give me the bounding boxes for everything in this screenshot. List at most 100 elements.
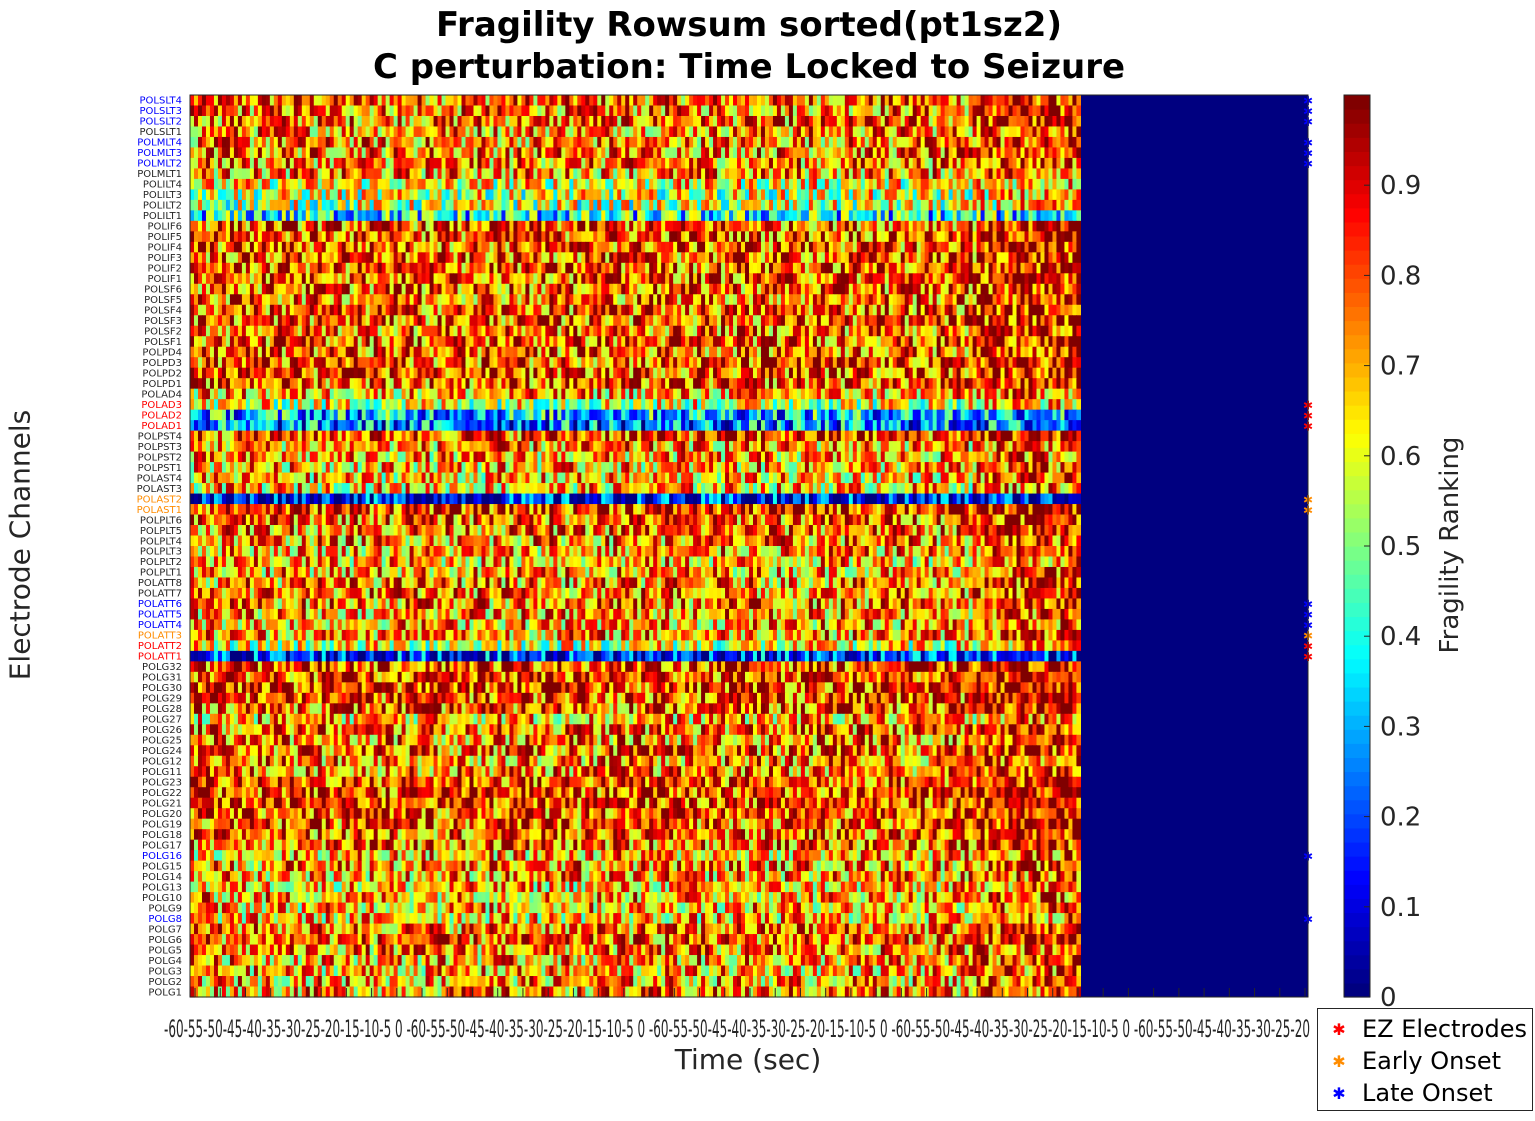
heatmap-cell	[993, 116, 998, 127]
heatmap-cell	[390, 137, 395, 148]
heatmap-cell	[949, 210, 954, 221]
heatmap-cell	[601, 189, 606, 200]
heatmap-cell	[230, 147, 235, 158]
heatmap-cell	[426, 189, 431, 200]
heatmap-cell	[521, 252, 526, 263]
heatmap-cell	[761, 242, 766, 253]
heatmap-cell	[669, 315, 674, 326]
heatmap-cell	[517, 252, 522, 263]
heatmap-cell	[697, 242, 702, 253]
heatmap-cell	[338, 147, 343, 158]
heatmap-cell	[1072, 242, 1077, 253]
heatmap-cell	[597, 242, 602, 253]
heatmap-cell	[426, 210, 431, 221]
heatmap-cell	[194, 189, 199, 200]
heatmap-cell	[1060, 158, 1065, 169]
heatmap-cell	[561, 137, 566, 148]
heatmap-cell	[438, 221, 443, 232]
heatmap-cell	[845, 242, 850, 253]
heatmap-cell	[933, 263, 938, 274]
heatmap-cell	[781, 200, 786, 211]
heatmap-cell	[669, 263, 674, 274]
heatmap-cell	[210, 252, 215, 263]
heatmap-cell	[845, 294, 850, 305]
heatmap-cell	[1072, 231, 1077, 242]
heatmap-cell	[653, 116, 658, 127]
heatmap-cell	[1021, 315, 1026, 326]
heatmap-cell	[190, 189, 195, 200]
heatmap-cell	[717, 263, 722, 274]
heatmap-cell	[302, 126, 307, 137]
heatmap-cell	[869, 168, 874, 179]
heatmap-cell	[1052, 315, 1057, 326]
heatmap-cell	[901, 242, 906, 253]
heatmap-cell	[450, 189, 455, 200]
heatmap-cell	[765, 168, 770, 179]
heatmap-cell	[370, 242, 375, 253]
heatmap-cell	[821, 179, 826, 190]
heatmap-cell	[689, 305, 694, 316]
heatmap-cell	[557, 126, 562, 137]
heatmap-cell	[394, 189, 399, 200]
heatmap-cell	[386, 284, 391, 295]
heatmap-cell	[282, 242, 287, 253]
heatmap-cell	[290, 126, 295, 137]
heatmap-cell	[909, 305, 914, 316]
heatmap-cell	[921, 105, 926, 116]
heatmap-cell	[617, 305, 622, 316]
heatmap-cell	[737, 284, 742, 295]
heatmap-cell	[1044, 179, 1049, 190]
heatmap-cell	[821, 210, 826, 221]
heatmap-cell	[362, 305, 367, 316]
heatmap-cell	[829, 263, 834, 274]
heatmap-cell	[757, 189, 762, 200]
heatmap-cell	[386, 116, 391, 127]
heatmap-cell	[965, 221, 970, 232]
heatmap-cell	[334, 263, 339, 274]
heatmap-cell	[733, 263, 738, 274]
heatmap-cell	[426, 126, 431, 137]
heatmap-cell	[981, 137, 986, 148]
heatmap-cell	[701, 263, 706, 274]
heatmap-cell	[773, 305, 778, 316]
heatmap-cell	[973, 221, 978, 232]
heatmap-cell	[569, 95, 574, 106]
heatmap-cell	[965, 231, 970, 242]
heatmap-cell	[1076, 263, 1081, 274]
heatmap-cell	[845, 189, 850, 200]
heatmap-cell	[230, 263, 235, 274]
heatmap-cell	[937, 210, 942, 221]
heatmap-cell	[925, 284, 930, 295]
heatmap-cell	[705, 294, 710, 305]
heatmap-cell	[661, 200, 666, 211]
heatmap-cell	[817, 273, 822, 284]
heatmap-cell	[318, 326, 323, 337]
heatmap-cell	[869, 179, 874, 190]
heatmap-cell	[473, 231, 478, 242]
heatmap-cell	[346, 326, 351, 337]
heatmap-cell	[454, 252, 459, 263]
heatmap-cell	[306, 242, 311, 253]
heatmap-cell	[661, 273, 666, 284]
heatmap-cell	[721, 284, 726, 295]
heatmap-cell	[993, 200, 998, 211]
heatmap-cell	[641, 305, 646, 316]
heatmap-cell	[541, 221, 546, 232]
heatmap-cell	[549, 126, 554, 137]
heatmap-cell	[1032, 273, 1037, 284]
heatmap-cell	[977, 252, 982, 263]
heatmap-cell	[717, 189, 722, 200]
heatmap-cell	[402, 294, 407, 305]
heatmap-cell	[977, 221, 982, 232]
heatmap-cell	[358, 252, 363, 263]
heatmap-cell	[577, 137, 582, 148]
heatmap-cell	[1005, 315, 1010, 326]
heatmap-cell	[537, 273, 542, 284]
heatmap-cell	[477, 263, 482, 274]
heatmap-cell	[190, 126, 195, 137]
heatmap-cell	[969, 263, 974, 274]
heatmap-cell	[254, 242, 259, 253]
heatmap-cell	[1005, 189, 1010, 200]
heatmap-cell	[286, 210, 291, 221]
heatmap-cell	[645, 221, 650, 232]
